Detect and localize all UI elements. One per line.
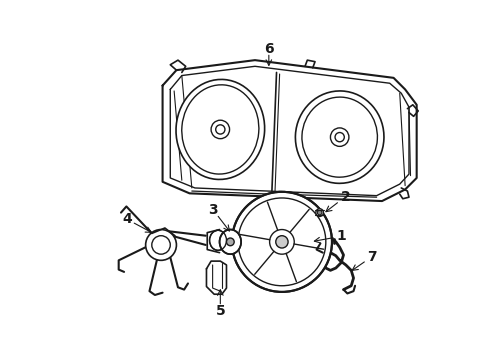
Circle shape bbox=[146, 230, 176, 260]
Circle shape bbox=[211, 120, 229, 139]
Text: 2: 2 bbox=[341, 190, 351, 204]
Text: 4: 4 bbox=[122, 212, 132, 226]
Text: 6: 6 bbox=[264, 42, 273, 57]
Ellipse shape bbox=[220, 230, 241, 254]
Text: 7: 7 bbox=[367, 250, 377, 264]
Circle shape bbox=[316, 209, 323, 216]
Circle shape bbox=[318, 210, 322, 215]
Polygon shape bbox=[206, 261, 226, 294]
Ellipse shape bbox=[295, 91, 384, 183]
Ellipse shape bbox=[176, 80, 265, 179]
Circle shape bbox=[270, 230, 294, 254]
Text: 3: 3 bbox=[209, 203, 218, 216]
Circle shape bbox=[226, 238, 234, 246]
Text: 5: 5 bbox=[216, 304, 225, 318]
Ellipse shape bbox=[210, 230, 226, 250]
Text: 1: 1 bbox=[336, 229, 346, 243]
Circle shape bbox=[232, 192, 332, 292]
Circle shape bbox=[330, 128, 349, 147]
Circle shape bbox=[276, 236, 288, 248]
